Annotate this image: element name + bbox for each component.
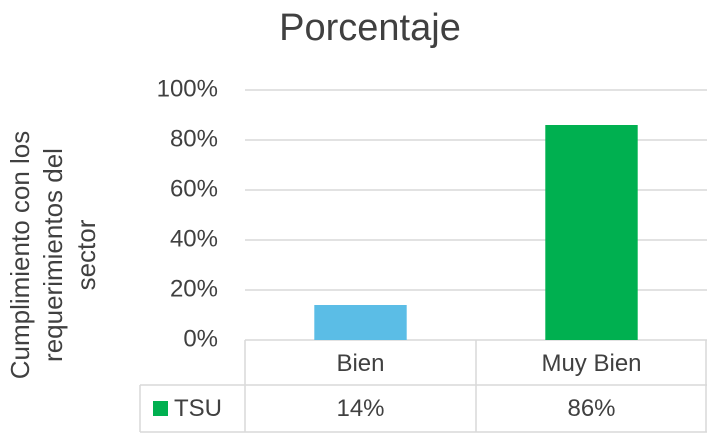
data-label: 86% [567,395,615,422]
y-axis-label: sector [71,219,101,290]
x-tick-label: Bien [336,350,384,377]
x-tick-label: Muy Bien [541,350,641,377]
bar [314,305,407,340]
y-tick-label: 100% [157,75,218,102]
legend-key [153,401,168,416]
y-tick-label: 40% [170,225,218,252]
y-tick-label: 80% [170,125,218,152]
y-axis-label: Cumplimiento con los [5,131,35,380]
chart-title: Porcentaje [279,7,461,49]
y-tick-label: 20% [170,275,218,302]
data-label: 14% [336,395,384,422]
y-axis-label: requerimientos del [38,148,68,362]
y-tick-label: 60% [170,175,218,202]
legend-label: TSU [174,395,222,422]
bar [545,125,638,340]
y-tick-label: 0% [183,325,218,352]
